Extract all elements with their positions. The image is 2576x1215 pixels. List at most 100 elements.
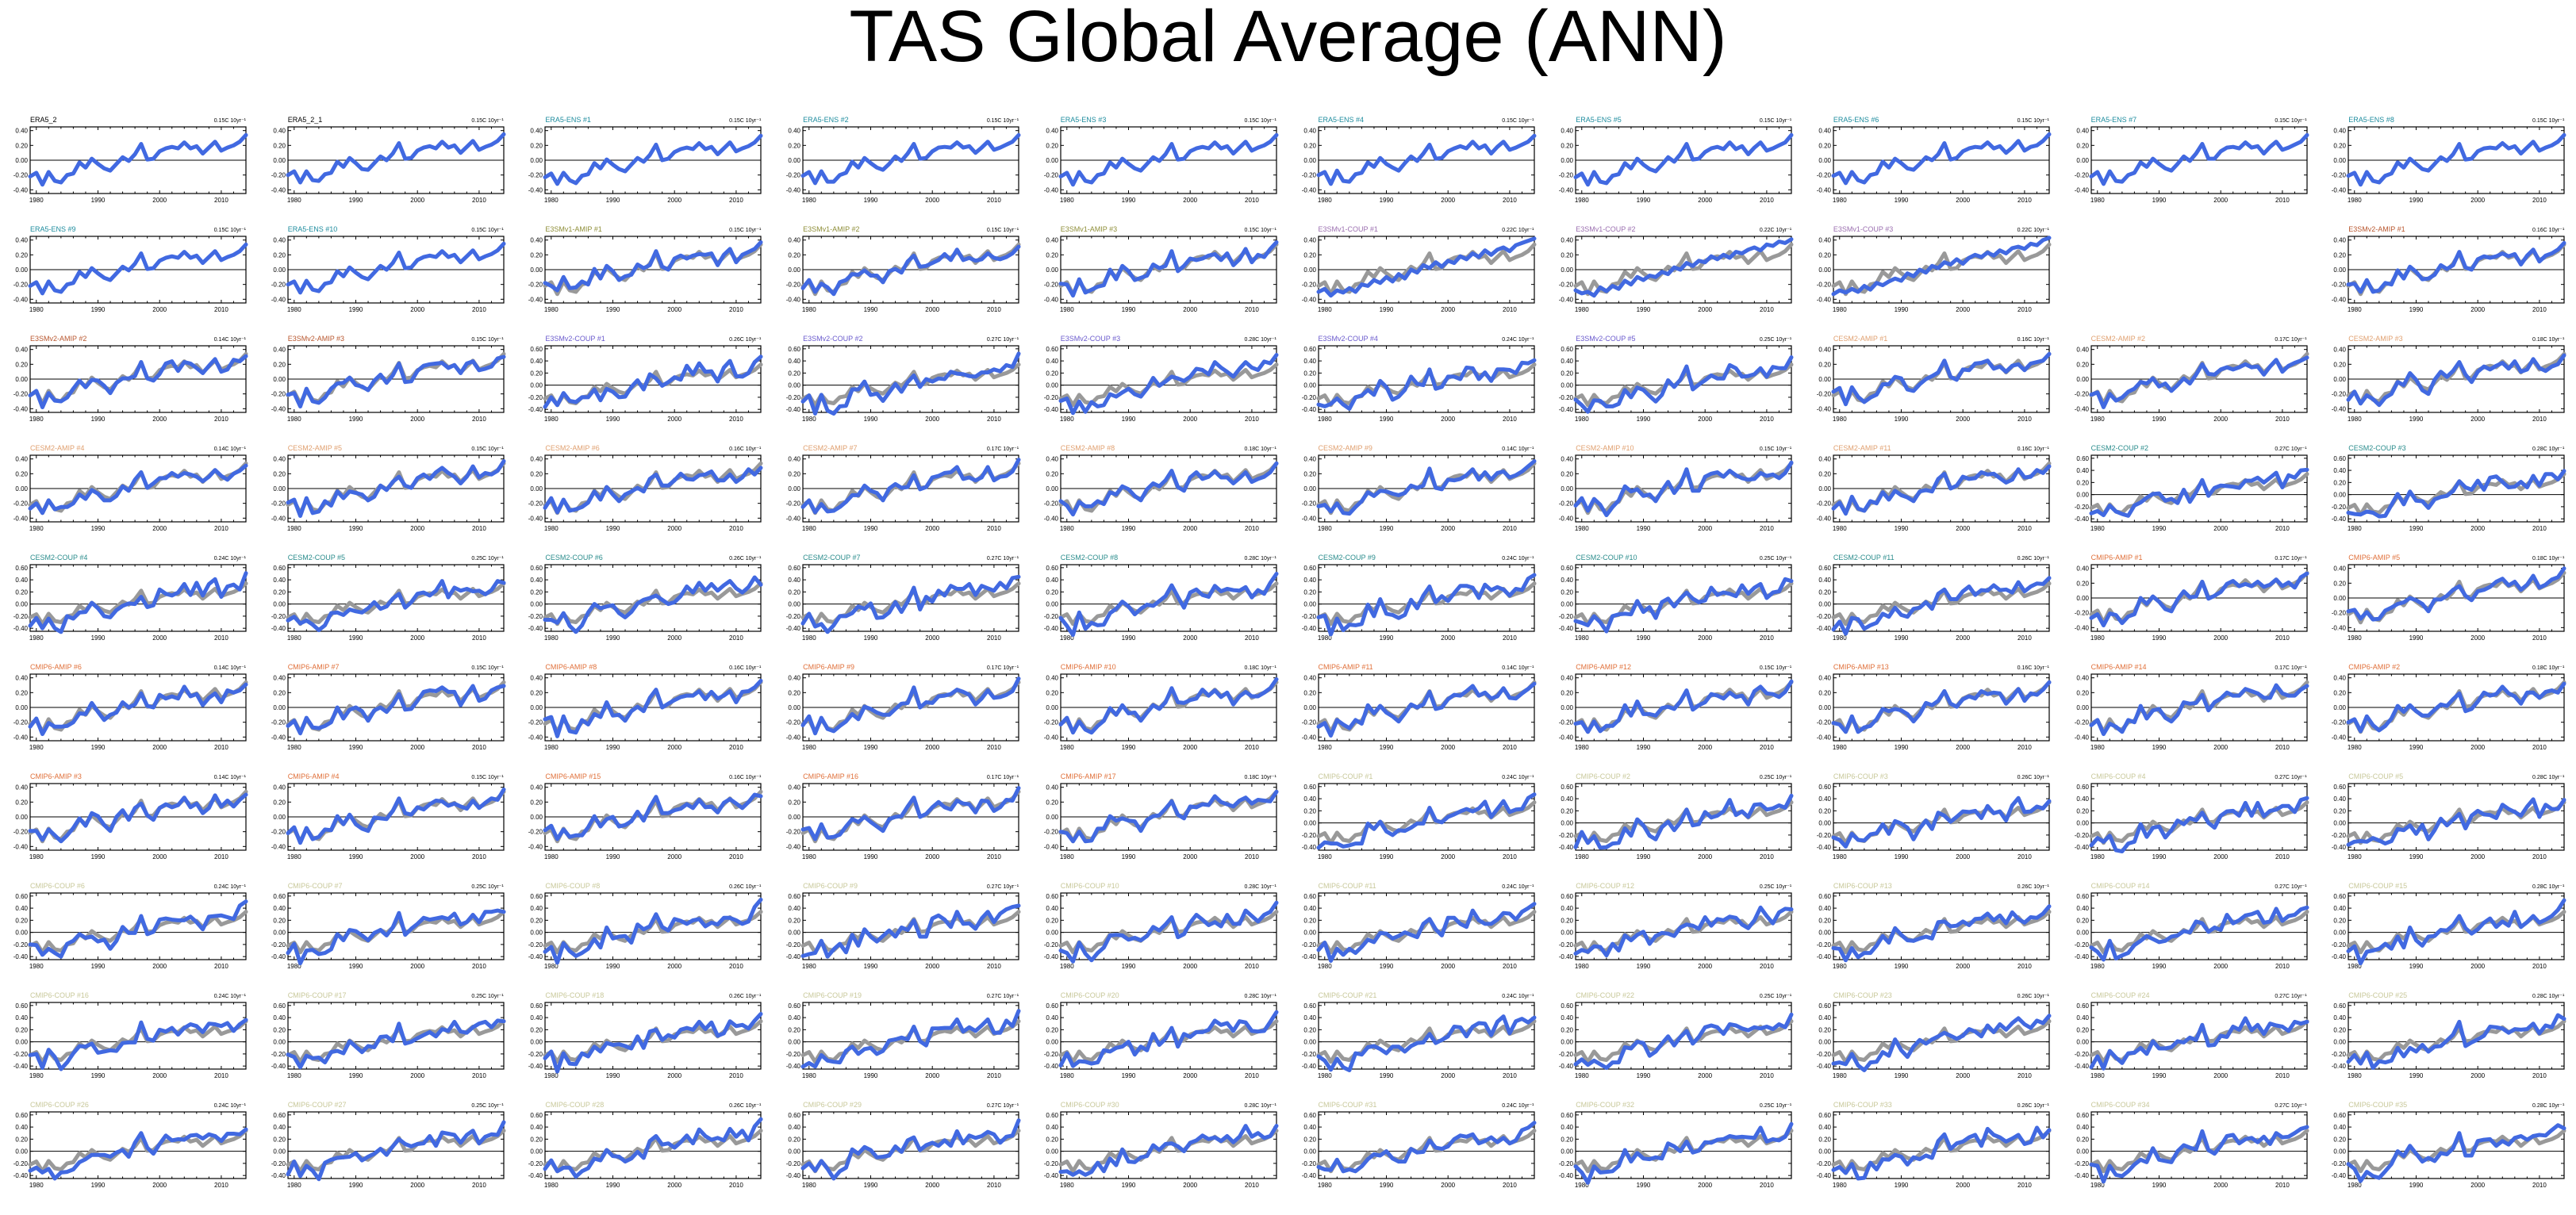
- y-tick-label: 0.60: [1046, 893, 1058, 900]
- y-tick-label: 0.00: [2076, 595, 2089, 602]
- y-tick-label: 0.20: [531, 917, 543, 924]
- panel-label: E3SMv2-AMIP #2: [30, 335, 87, 343]
- y-tick-label: 0.20: [273, 917, 286, 924]
- y-tick-label: -0.20: [1044, 829, 1059, 836]
- y-tick-label: 0.00: [531, 601, 543, 608]
- y-tick-label: -0.20: [271, 829, 286, 836]
- model-series-line: [1573, 679, 1794, 734]
- panel-trend: 0.15C 10yr⁻¹: [986, 118, 1019, 124]
- y-tick-label: 0.00: [2076, 820, 2089, 827]
- y-tick-label: -0.40: [13, 625, 29, 632]
- x-tick-label: 1980: [544, 634, 559, 642]
- x-tick-label: 2010: [2275, 744, 2290, 751]
- model-series-line: [1316, 236, 1536, 298]
- y-tick-label: -0.40: [1044, 406, 1059, 413]
- y-tick-label: 0.00: [273, 814, 286, 821]
- x-tick-label: 1990: [91, 963, 106, 970]
- panel-label: E3SMv2-COUP #2: [803, 335, 863, 343]
- y-tick-label: -0.20: [271, 500, 286, 508]
- y-tick-label: 0.40: [2076, 467, 2089, 474]
- plot-frame: [1060, 564, 1277, 632]
- reference-series-line: [1058, 581, 1279, 627]
- y-tick-label: 0.20: [1818, 251, 1831, 259]
- y-tick-label: -0.40: [271, 843, 286, 850]
- y-tick-label: -0.20: [528, 282, 543, 289]
- y-tick-label: -0.40: [528, 625, 543, 632]
- chart-panel: CMIP6-AMIP #7 0.15C 10yr⁻¹ 0.40 0.20 0.00 -0.…: [258, 652, 516, 761]
- x-tick-label: 2000: [668, 197, 682, 204]
- y-tick-label: -0.40: [1301, 186, 1316, 194]
- y-tick-label: 0.20: [531, 689, 543, 696]
- panel-trend: 0.27C 10yr⁻¹: [986, 337, 1019, 343]
- panel-trend: 0.27C 10yr⁻¹: [986, 884, 1019, 890]
- panel-label: CMIP6-AMIP #10: [1060, 663, 1116, 671]
- y-tick-label: 0.20: [531, 588, 543, 596]
- y-tick-label: 0.40: [789, 784, 801, 791]
- model-series-line: [1316, 792, 1536, 850]
- model-series-line: [286, 241, 506, 295]
- chart-panel: CESM2-COUP #3 0.28C 10yr⁻¹ 0.60 0.40 0.20 0.0…: [2318, 433, 2576, 542]
- panel-label: CMIP6-COUP #14: [2090, 882, 2150, 890]
- y-tick-label: 0.00: [15, 929, 28, 937]
- chart-panel: CMIP6-AMIP #17 0.18C 10yr⁻¹ 0.40 0.20 0.00 -0…: [1031, 761, 1288, 871]
- y-tick-label: 0.20: [1818, 470, 1831, 477]
- chart-panel: CESM2-COUP #11 0.26C 10yr⁻¹ 0.60 0.40 0.20 0.…: [1803, 542, 2061, 652]
- y-tick-label: 0.20: [2076, 479, 2089, 486]
- model-series-line: [28, 463, 248, 516]
- y-tick-label: -0.20: [2332, 719, 2347, 726]
- x-tick-label: 1990: [606, 853, 620, 860]
- x-tick-label: 2010: [472, 963, 486, 970]
- panel-trend: 0.17C 10yr⁻¹: [2275, 556, 2307, 562]
- panel-trend: 0.28C 10yr⁻¹: [2532, 447, 2565, 452]
- panel-label: CMIP6-COUP #13: [1833, 882, 1892, 890]
- y-tick-label: 0.40: [2076, 347, 2089, 354]
- y-tick-label: 0.00: [531, 814, 543, 821]
- plot-frame: [2090, 454, 2308, 523]
- x-tick-label: 1980: [1317, 306, 1331, 313]
- panel-trend: 0.24C 10yr⁻¹: [1502, 775, 1534, 780]
- x-tick-label: 2000: [1441, 306, 1455, 313]
- y-tick-label: -0.20: [1044, 500, 1059, 508]
- panel-label: ERA5_2_1: [287, 116, 323, 124]
- y-tick-label: -0.40: [1817, 734, 1832, 741]
- plot-frame: [1833, 783, 2050, 851]
- y-tick-label: 0.40: [1561, 675, 1574, 682]
- x-tick-label: 1980: [1575, 306, 1589, 313]
- model-series-line: [286, 579, 506, 632]
- x-tick-label: 1990: [2152, 525, 2166, 532]
- y-tick-label: -0.40: [786, 296, 801, 303]
- panel-label: ERA5-ENS #4: [1318, 116, 1365, 124]
- y-tick-label: 0.20: [1046, 142, 1058, 149]
- plot-frame: [2348, 783, 2565, 851]
- x-tick-label: 1980: [1060, 197, 1074, 204]
- panel-trend: 0.25C 10yr⁻¹: [471, 884, 504, 890]
- panel-trend: 0.14C 10yr⁻¹: [1502, 447, 1534, 452]
- y-tick-label: 0.00: [2334, 157, 2347, 164]
- model-series-line: [28, 682, 248, 737]
- model-series-line: [2089, 132, 2309, 186]
- y-tick-label: 0.00: [1818, 157, 1831, 164]
- x-tick-label: 2010: [987, 525, 1001, 532]
- y-tick-label: 0.20: [1818, 689, 1831, 696]
- panel-trend: 0.15C 10yr⁻¹: [1244, 118, 1276, 124]
- model-series-line: [800, 676, 1021, 736]
- model-series-line: [800, 351, 1021, 416]
- chart-panel: CMIP6-COUP #12 0.25C 10yr⁻¹ 0.60 0.40 0.20 0.…: [1545, 871, 1803, 980]
- y-tick-label: -0.20: [13, 719, 29, 726]
- x-tick-label: 2000: [410, 634, 424, 642]
- y-tick-label: 0.40: [1303, 577, 1316, 584]
- y-tick-label: 0.20: [2334, 689, 2347, 696]
- y-tick-label: 0.20: [789, 370, 801, 377]
- x-tick-label: 2000: [1441, 853, 1455, 860]
- x-tick-label: 2000: [2213, 197, 2228, 204]
- model-series-line: [543, 355, 763, 409]
- x-tick-label: 1990: [2152, 853, 2166, 860]
